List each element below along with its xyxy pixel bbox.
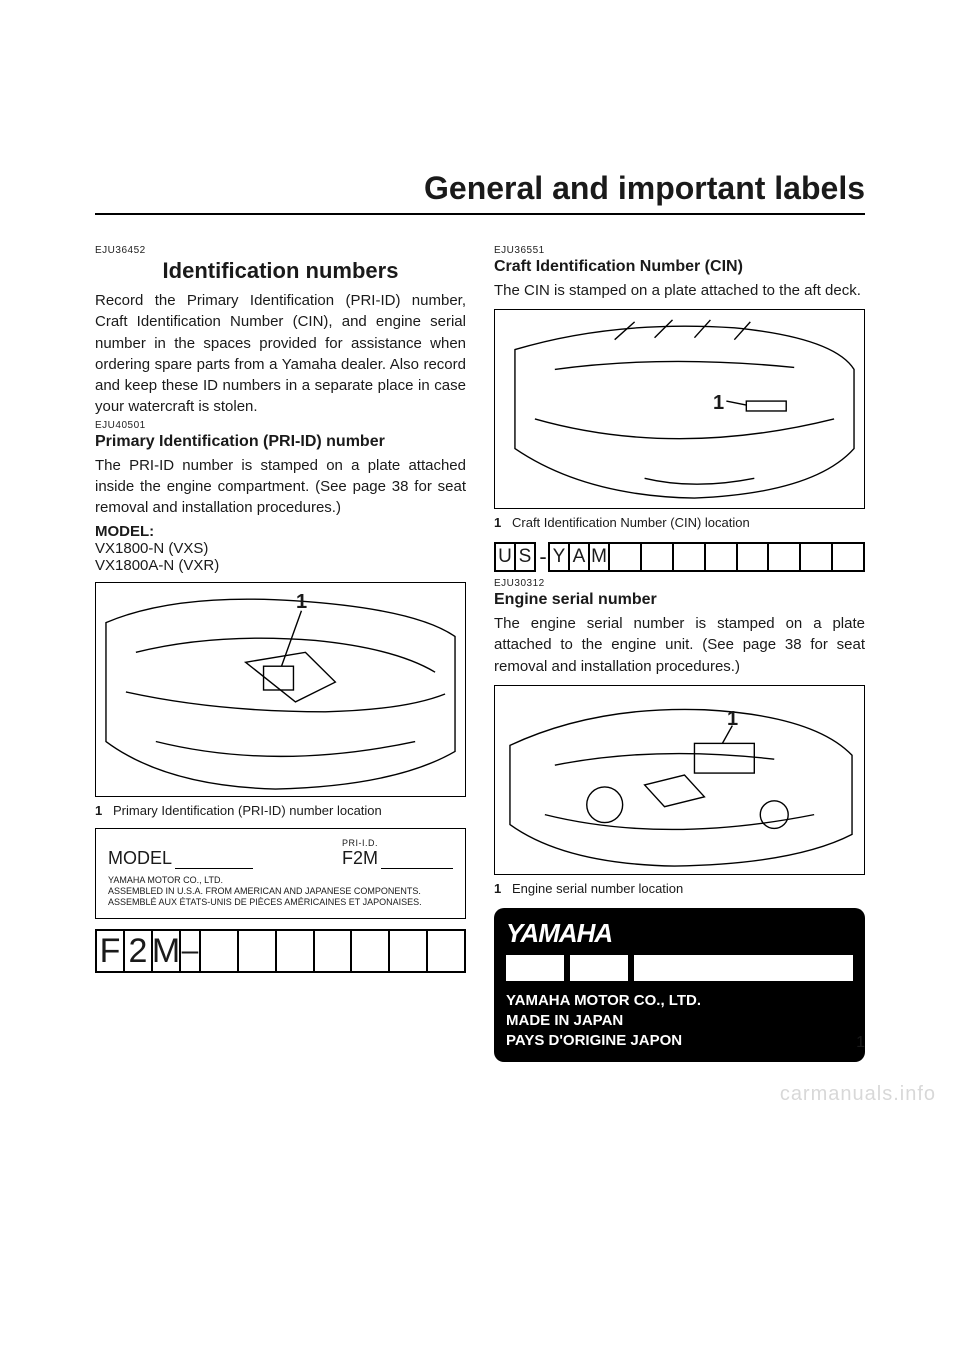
- priid-tiny-label: PRI-I.D.: [342, 839, 453, 848]
- figure-caption-text: Engine serial number location: [512, 881, 683, 898]
- plate-line: YAMAHA MOTOR CO., LTD.: [506, 991, 853, 1011]
- model-line: VX1800A-N (VXR): [95, 557, 466, 574]
- code-empty-cell: [736, 542, 770, 572]
- plate-field-blank: [634, 955, 853, 981]
- code-cell: U: [494, 542, 516, 572]
- yamaha-logo: YAMAHA: [506, 918, 853, 949]
- code-empty-cell: [672, 542, 706, 572]
- code-cell: M: [151, 929, 181, 973]
- yamaha-engine-plate: YAMAHA YAMAHA MOTOR CO., LTD. MADE IN JA…: [494, 908, 865, 1062]
- priid-code-prefix: F2M: [342, 848, 378, 869]
- figure-caption-number: 1: [494, 881, 506, 898]
- f2m-code-bar: F 2 M –: [95, 929, 466, 973]
- code-cell: S: [514, 542, 536, 572]
- figure-caption-number: 1: [494, 515, 506, 532]
- code-empty-cell: [767, 542, 801, 572]
- plate-line: PAYS D'ORIGINE JAPON: [506, 1031, 853, 1051]
- blank-underline: [175, 855, 253, 869]
- section-title: Identification numbers: [95, 258, 466, 284]
- subsection-title: Engine serial number: [494, 591, 865, 609]
- right-column: EJU36551 Craft Identification Number (CI…: [494, 243, 865, 1062]
- plate-field-blank: [570, 955, 628, 981]
- code-empty-cells: [199, 929, 466, 973]
- model-line: VX1800-N (VXS): [95, 540, 466, 557]
- priid-fine-line: YAMAHA MOTOR CO., LTD.: [108, 875, 453, 886]
- figure-cin-location: 1: [494, 309, 865, 509]
- figure-caption-number: 1: [95, 803, 107, 820]
- code-empty-cell: [350, 929, 390, 973]
- watermark: carmanuals.info: [780, 1083, 936, 1106]
- code-empty-cell: [831, 542, 865, 572]
- page-number: 1: [856, 1034, 865, 1052]
- cin-code-bar: U S - Y A M: [494, 542, 865, 572]
- figure-caption: 1 Primary Identification (PRI-ID) number…: [95, 803, 466, 820]
- intro-paragraph: Record the Primary Identification (PRI-I…: [95, 290, 466, 418]
- figure-callout: 1: [713, 392, 724, 415]
- code-empty-cell: [199, 929, 239, 973]
- priid-fine-line: ASSEMBLÉ AUX ÉTATS-UNIS DE PIÈCES AMÉRIC…: [108, 897, 453, 908]
- ref-code: EJU36551: [494, 245, 865, 256]
- figure-callout: 1: [727, 708, 738, 731]
- body-paragraph: The PRI-ID number is stamped on a plate …: [95, 455, 466, 519]
- body-paragraph: The engine serial number is stamped on a…: [494, 613, 865, 677]
- code-cell: M: [588, 542, 610, 572]
- code-empty-cell: [608, 542, 642, 572]
- code-empty-cell: [640, 542, 674, 572]
- figure-priid-location: 1: [95, 582, 466, 797]
- priid-fine-line: ASSEMBLED IN U.S.A. FROM AMERICAN AND JA…: [108, 886, 453, 897]
- model-label: MODEL:: [95, 523, 466, 540]
- code-cell: 2: [123, 929, 153, 973]
- left-column: EJU36452 Identification numbers Record t…: [95, 243, 466, 1062]
- code-empty-cell: [237, 929, 277, 973]
- figure-caption-text: Primary Identification (PRI-ID) number l…: [113, 803, 382, 820]
- priid-fineprint: YAMAHA MOTOR CO., LTD. ASSEMBLED IN U.S.…: [108, 875, 453, 909]
- code-empty-cell: [388, 929, 428, 973]
- subsection-title: Primary Identification (PRI-ID) number: [95, 433, 466, 451]
- code-cell: F: [95, 929, 125, 973]
- subsection-title: Craft Identification Number (CIN): [494, 258, 865, 276]
- code-empty-cell: [799, 542, 833, 572]
- code-empty-cell: [704, 542, 738, 572]
- figure-engine-serial-location: 1: [494, 685, 865, 875]
- code-empty-cell: [426, 929, 466, 973]
- figure-caption: 1 Craft Identification Number (CIN) loca…: [494, 515, 865, 532]
- ref-code: EJU36452: [95, 245, 466, 256]
- code-separator: –: [179, 929, 201, 973]
- code-cell: Y: [548, 542, 570, 572]
- priid-model-field: MODEL: [108, 848, 253, 869]
- ref-code: EJU40501: [95, 420, 466, 431]
- ref-code: EJU30312: [494, 578, 865, 589]
- priid-model-label: MODEL: [108, 848, 172, 869]
- yamaha-plate-fields: [506, 955, 853, 981]
- plate-field-blank: [506, 955, 564, 981]
- code-empty-cell: [275, 929, 315, 973]
- plate-line: MADE IN JAPAN: [506, 1011, 853, 1031]
- figure-caption: 1 Engine serial number location: [494, 881, 865, 898]
- figure-caption-text: Craft Identification Number (CIN) locati…: [512, 515, 750, 532]
- blank-underline: [381, 855, 453, 869]
- code-empty-cell: [313, 929, 353, 973]
- body-paragraph: The CIN is stamped on a plate attached t…: [494, 280, 865, 301]
- code-cell: A: [568, 542, 590, 572]
- two-column-layout: EJU36452 Identification numbers Record t…: [95, 243, 865, 1062]
- chapter-title: General and important labels: [95, 170, 865, 215]
- priid-plate: MODEL PRI-I.D. F2M YAMAHA MOTOR CO., LTD…: [95, 828, 466, 920]
- priid-code-field: F2M: [342, 848, 453, 869]
- figure-callout: 1: [296, 591, 307, 614]
